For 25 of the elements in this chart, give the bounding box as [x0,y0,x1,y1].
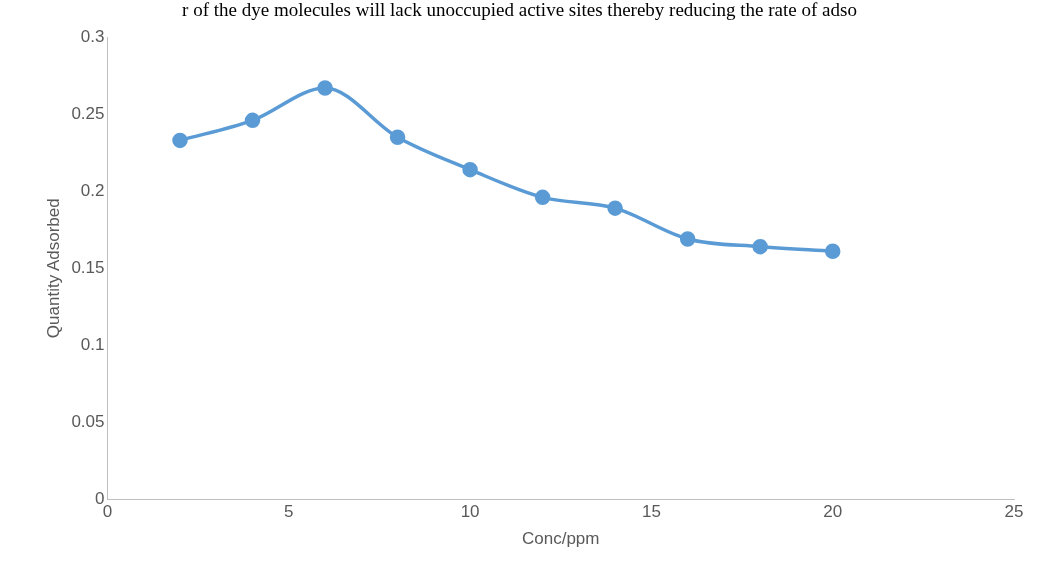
y-axis-title: Quantity Adsorbed [43,198,63,339]
point [317,80,333,96]
point [607,200,623,216]
x-tick-label: 20 [823,502,843,522]
point [824,243,841,260]
point [462,161,478,178]
point [679,231,696,247]
x-tick-label: 15 [641,502,661,522]
y-tick-label: 0.1 [80,334,105,354]
point [534,189,551,206]
y-tick-label: 0.15 [71,257,105,277]
y-tick-label: 0.3 [80,26,105,46]
x-tick-label: 10 [460,502,480,522]
point [752,238,768,255]
x-tick-label: 25 [1004,502,1024,522]
text: r of the dye molecules will lack unoccupied active sites thereby reducing the rate of adso [181,0,858,22]
y-tick-label: 0.05 [71,411,105,431]
point [244,112,261,129]
y-tick-label: 0 [95,488,105,508]
y-tick-label: 0.25 [71,103,105,123]
point [389,129,406,146]
x-axis-title: Conc/ppm [522,529,600,549]
x-tick-label: 5 [284,502,294,522]
y-tick-label: 0.2 [80,180,105,200]
point [172,132,188,149]
